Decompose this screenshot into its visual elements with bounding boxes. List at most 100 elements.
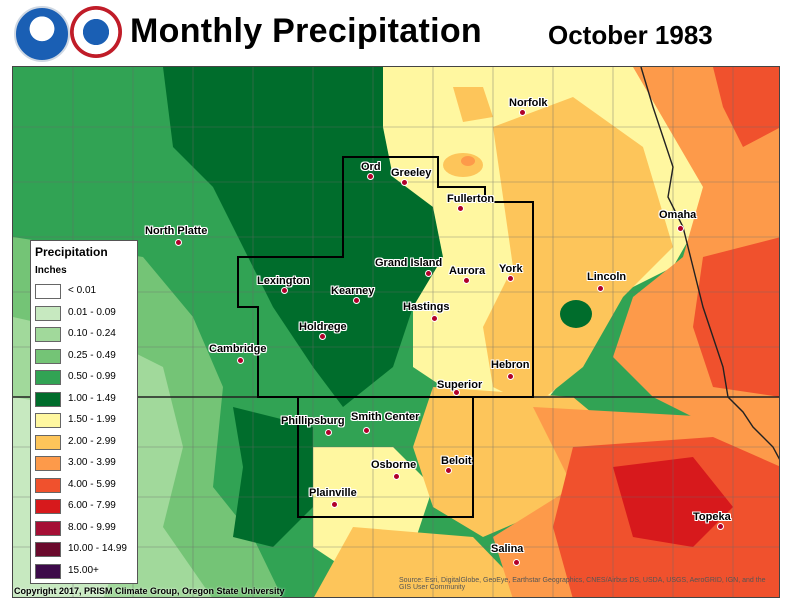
legend-swatch [35, 477, 61, 493]
legend-entry: 15.00+ [35, 563, 135, 581]
legend-entry: 0.50 - 0.99 [35, 369, 135, 387]
legend-entry: 3.00 - 3.99 [35, 455, 135, 473]
city-marker [393, 473, 400, 480]
city-label-topeka: Topeka [693, 511, 731, 523]
city-label-salina: Salina [491, 543, 524, 555]
page-title: Monthly Precipitation [130, 12, 482, 50]
city-marker [325, 429, 332, 436]
legend: Precipitation Inches < 0.01 0.01 - 0.09 0.… [30, 240, 138, 584]
city-label-osborne: Osborne [371, 459, 417, 471]
city-label-superior: Superior [437, 379, 483, 391]
legend-swatch [35, 434, 61, 450]
city-marker [237, 357, 244, 364]
legend-title: Precipitation [35, 245, 108, 259]
city-label-smith-center: Smith Center [351, 411, 420, 423]
city-marker [717, 523, 724, 530]
city-label-hastings: Hastings [403, 301, 450, 313]
city-label-kearney: Kearney [331, 285, 375, 297]
legend-entry: 0.01 - 0.09 [35, 305, 135, 323]
city-marker [457, 205, 464, 212]
legend-swatch [35, 563, 61, 579]
legend-entry: 6.00 - 7.99 [35, 498, 135, 516]
city-marker [431, 315, 438, 322]
national-weather-service-logo [70, 6, 122, 58]
legend-entry: < 0.01 [35, 283, 135, 301]
legend-entry: 0.10 - 0.24 [35, 326, 135, 344]
city-marker [281, 287, 288, 294]
city-label-holdrege: Holdrege [299, 321, 347, 333]
legend-swatch [35, 391, 61, 407]
city-label-norfolk: Norfolk [509, 97, 548, 109]
city-marker [353, 297, 360, 304]
city-label-lincoln: Lincoln [587, 271, 627, 283]
legend-entry: 10.00 - 14.99 [35, 541, 135, 559]
city-marker [513, 559, 520, 566]
legend-label: 0.10 - 0.24 [68, 328, 116, 339]
noaa-logo [14, 6, 70, 62]
legend-swatch [35, 327, 61, 342]
legend-label: 15.00+ [68, 564, 99, 576]
legend-swatch [35, 542, 61, 557]
city-label-beloit: Beloit [441, 455, 472, 467]
city-label-omaha: Omaha [659, 209, 697, 221]
city-label-north-platte: North Platte [145, 225, 208, 237]
legend-swatch [35, 305, 61, 321]
city-marker [597, 285, 604, 292]
city-marker [367, 173, 374, 180]
legend-units: Inches [35, 265, 67, 276]
city-marker [363, 427, 370, 434]
city-label-york: York [499, 263, 523, 275]
city-marker [463, 277, 470, 284]
legend-swatch [35, 499, 61, 514]
city-marker [507, 373, 514, 380]
city-marker [445, 467, 452, 474]
legend-swatch [35, 413, 61, 428]
legend-entry: 1.50 - 1.99 [35, 412, 135, 430]
city-label-plainville: Plainville [309, 487, 357, 499]
city-marker [331, 501, 338, 508]
city-marker [175, 239, 182, 246]
city-label-grand-island: Grand Island [375, 257, 443, 269]
legend-label: < 0.01 [68, 285, 97, 296]
city-label-phillipsburg: Phillipsburg [281, 415, 345, 427]
legend-entry: 1.00 - 1.49 [35, 391, 135, 409]
city-label-ord: Ord [361, 161, 381, 173]
legend-label: 8.00 - 9.99 [68, 521, 116, 533]
city-label-cambridge: Cambridge [209, 343, 267, 355]
legend-label: 0.50 - 0.99 [68, 371, 116, 382]
legend-entry: 4.00 - 5.99 [35, 477, 135, 495]
page-subtitle: October 1983 [548, 20, 713, 50]
legend-entry: 2.00 - 2.99 [35, 434, 135, 452]
city-label-aurora: Aurora [449, 265, 486, 277]
legend-label: 2.00 - 2.99 [68, 435, 116, 447]
city-marker [319, 333, 326, 340]
legend-label: 10.00 - 14.99 [68, 543, 127, 554]
legend-entry: 8.00 - 9.99 [35, 520, 135, 538]
legend-label: 4.00 - 5.99 [68, 478, 116, 490]
legend-entry: 0.25 - 0.49 [35, 348, 135, 366]
city-label-fullerton: Fullerton [447, 193, 495, 205]
header: Monthly Precipitation October 1983 [0, 0, 792, 66]
city-marker [453, 389, 460, 396]
legend-label: 1.50 - 1.99 [68, 414, 116, 425]
map-credits: Source: Esri, DigitalGlobe, GeoEye, Eart… [399, 577, 766, 591]
legend-label: 6.00 - 7.99 [68, 500, 116, 511]
legend-swatch [35, 370, 61, 385]
city-label-hebron: Hebron [491, 359, 530, 371]
legend-label: 0.25 - 0.49 [68, 349, 116, 361]
city-marker [401, 179, 408, 186]
city-marker [677, 225, 684, 232]
city-marker [425, 270, 432, 277]
city-marker [507, 275, 514, 282]
legend-label: 1.00 - 1.49 [68, 392, 116, 404]
legend-swatch [35, 520, 61, 536]
legend-swatch [35, 284, 61, 299]
legend-label: 3.00 - 3.99 [68, 457, 116, 468]
city-label-lexington: Lexington [257, 275, 310, 287]
legend-swatch [35, 456, 61, 471]
legend-label: 0.01 - 0.09 [68, 306, 116, 318]
city-label-greeley: Greeley [391, 167, 432, 179]
legend-swatch [35, 348, 61, 364]
copyright: Copyright 2017, PRISM Climate Group, Ore… [14, 586, 285, 596]
city-marker [519, 109, 526, 116]
